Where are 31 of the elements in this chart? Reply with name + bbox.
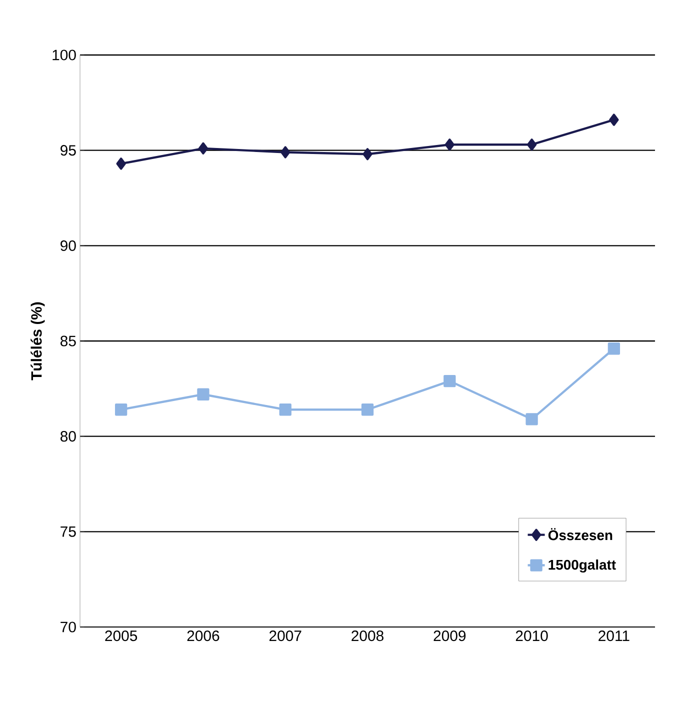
y-tick-label: 80 bbox=[60, 431, 76, 442]
x-tick-label: 2009 bbox=[434, 630, 466, 642]
point bbox=[114, 404, 128, 416]
point bbox=[362, 148, 372, 160]
point bbox=[444, 374, 456, 388]
legend-label: 1500galatt bbox=[548, 559, 616, 573]
point bbox=[609, 114, 619, 126]
y-axis-title: Túlélés (%) bbox=[30, 302, 45, 380]
legend-label: Összesen bbox=[548, 528, 612, 540]
x-tick-label: 2005 bbox=[105, 630, 138, 642]
point bbox=[608, 342, 620, 355]
point bbox=[526, 413, 538, 426]
point bbox=[198, 142, 208, 154]
point bbox=[197, 388, 210, 400]
x-tick-label: 2011 bbox=[598, 630, 630, 642]
y-tick-label: 95 bbox=[60, 145, 76, 156]
point bbox=[526, 138, 537, 151]
point bbox=[361, 404, 374, 416]
y-tick-label: 70 bbox=[60, 622, 76, 632]
y-tick-label: 90 bbox=[60, 240, 76, 251]
point bbox=[444, 138, 454, 151]
y-tick-label: 85 bbox=[60, 336, 76, 346]
y-tick-label: 100 bbox=[52, 50, 76, 60]
x-tick-label: 2008 bbox=[352, 630, 384, 642]
x-tick-label: 2007 bbox=[269, 630, 302, 642]
point bbox=[280, 146, 290, 158]
y-tick-label: 75 bbox=[60, 526, 76, 537]
x-tick-label: 2006 bbox=[187, 630, 220, 642]
point bbox=[116, 158, 126, 170]
point bbox=[279, 404, 292, 416]
x-tick-label: 2010 bbox=[516, 630, 548, 642]
